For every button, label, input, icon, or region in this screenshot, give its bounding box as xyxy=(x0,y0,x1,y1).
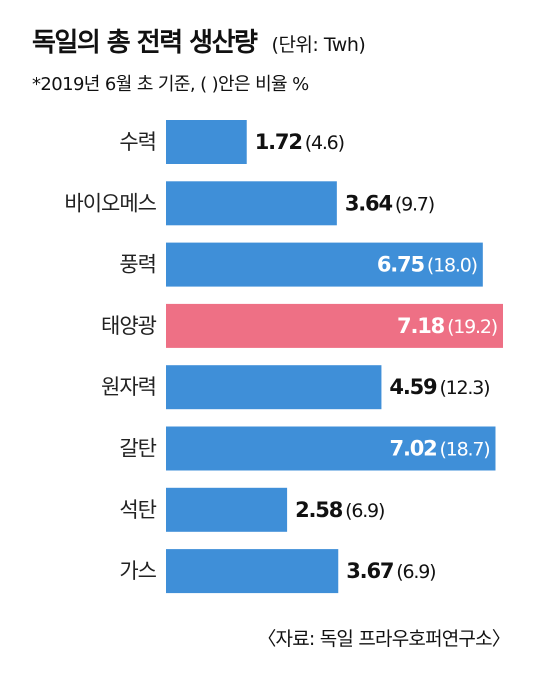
data-label: 7.18 (19.2) xyxy=(397,314,497,338)
title-row: 독일의 총 전력 생산량 (단위: Twh) xyxy=(32,22,366,59)
data-label: 6.75 (18.0) xyxy=(377,253,477,277)
category-label: 원자력 xyxy=(101,375,156,399)
value-label: 3.64 xyxy=(345,191,393,215)
data-label: 3.67 (6.9) xyxy=(346,559,435,583)
data-label: 3.64 (9.7) xyxy=(345,191,434,215)
value-label: 3.67 xyxy=(346,559,393,583)
bar xyxy=(166,549,339,594)
data-label: 4.59 (12.3) xyxy=(389,375,489,399)
category-label: 가스 xyxy=(119,559,156,583)
source-label: 〈자료: 독일 프라우호퍼연구소〉 xyxy=(257,628,510,650)
chart-title: 독일의 총 전력 생산량 xyxy=(32,28,258,58)
value-label: 6.75 xyxy=(377,253,425,277)
value-label: 7.02 xyxy=(390,437,437,461)
category-label: 바이오메스 xyxy=(64,191,156,215)
value-label: 7.18 xyxy=(397,314,445,338)
unit-label: (단위: Twh) xyxy=(271,34,366,56)
data-label: 2.58 (6.9) xyxy=(295,498,384,522)
category-label: 태양광 xyxy=(101,314,157,338)
share-label: (12.3) xyxy=(439,377,489,399)
value-label: 4.59 xyxy=(389,375,437,399)
value-label: 1.72 xyxy=(255,130,302,154)
bar xyxy=(166,487,288,532)
share-label: (6.9) xyxy=(345,500,384,522)
chart-note: *2019년 6월 초 기준, ( )안은 비율 % xyxy=(32,74,309,95)
category-label: 석탄 xyxy=(119,498,156,522)
bar xyxy=(166,242,483,287)
bar xyxy=(166,426,496,471)
bar xyxy=(166,120,247,164)
share-label: (9.7) xyxy=(395,193,434,215)
bar xyxy=(166,365,382,410)
bar xyxy=(166,181,337,226)
value-label: 2.58 xyxy=(295,498,343,522)
data-label: 7.02 (18.7) xyxy=(390,437,490,461)
category-label: 수력 xyxy=(119,130,156,154)
category-label: 갈탄 xyxy=(119,437,156,461)
bar xyxy=(166,303,503,348)
share-label: (6.9) xyxy=(396,561,435,583)
share-label: (18.7) xyxy=(440,439,490,461)
share-label: (4.6) xyxy=(305,132,344,154)
share-label: (19.2) xyxy=(447,316,497,338)
data-label: 1.72 (4.6) xyxy=(255,130,344,154)
share-label: (18.0) xyxy=(427,255,477,277)
category-label: 풍력 xyxy=(119,253,156,277)
